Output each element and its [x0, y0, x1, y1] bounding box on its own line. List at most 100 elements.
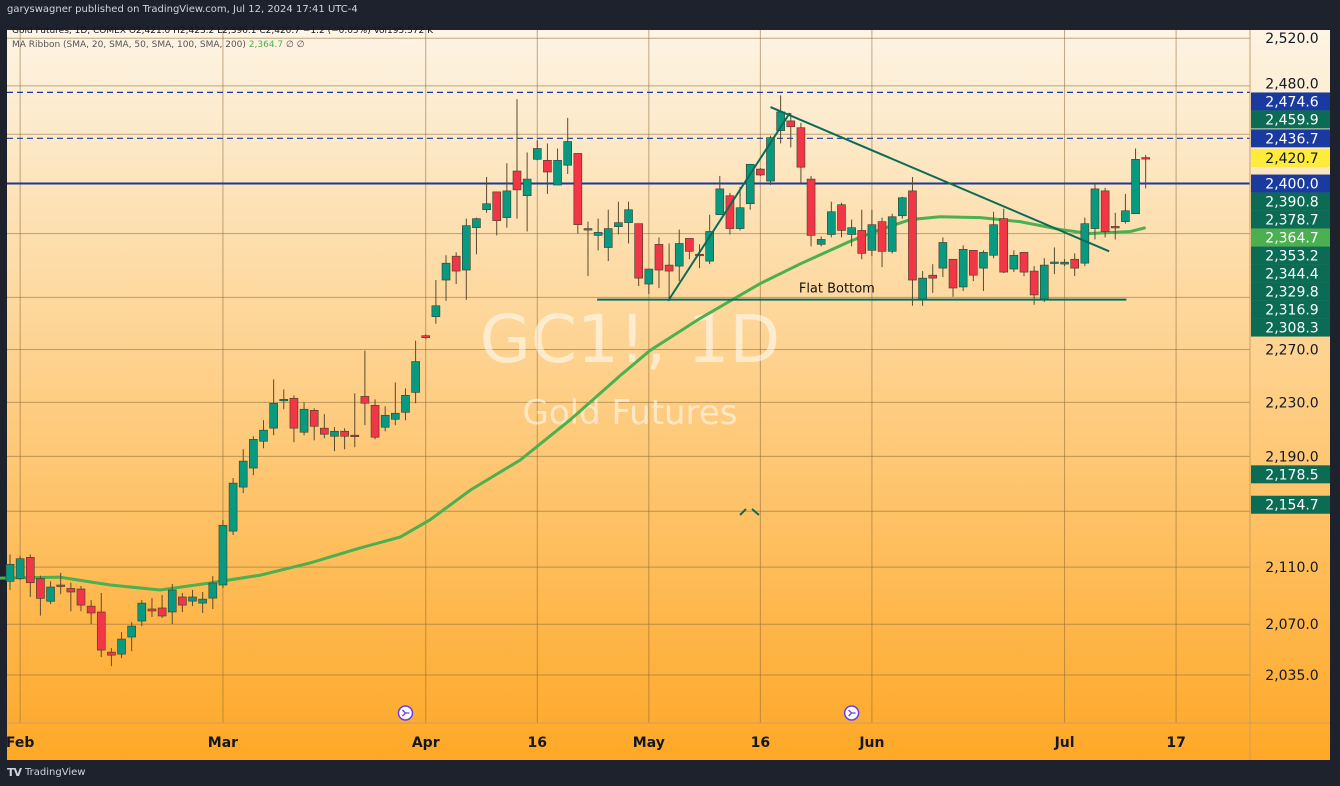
- trendline[interactable]: [770, 106, 1110, 253]
- candle-body: [127, 625, 136, 638]
- candle: [5, 554, 15, 590]
- candle: [431, 280, 441, 324]
- y-tick-label: 2,230.0: [1265, 395, 1318, 411]
- event-arrow: [402, 709, 410, 717]
- candle: [198, 591, 207, 613]
- candle: [178, 592, 187, 612]
- candle: [1050, 247, 1059, 275]
- candle-body: [36, 578, 45, 599]
- candle-body: [1121, 210, 1130, 222]
- candle: [1121, 193, 1130, 224]
- candle: [117, 632, 126, 659]
- candle-body: [968, 250, 978, 276]
- candle-body: [989, 224, 998, 256]
- candle-body: [877, 221, 887, 252]
- price-label-bg: [1251, 495, 1330, 514]
- candle-body: [908, 190, 917, 281]
- candle-body: [847, 227, 856, 235]
- candle: [502, 163, 512, 228]
- candle: [989, 211, 998, 259]
- x-tick-label: 16: [528, 735, 547, 751]
- y-tick-label: 2,035.0: [1265, 668, 1318, 684]
- candle-body: [715, 188, 725, 216]
- candle: [877, 217, 887, 268]
- candle: [1029, 266, 1039, 305]
- price-label-text: 2,353.2: [1265, 249, 1318, 265]
- candle-body: [705, 231, 714, 262]
- candle-body: [380, 414, 390, 428]
- candle-body: [948, 258, 958, 289]
- candle-body: [167, 589, 177, 613]
- watermark-symbol: GC1!, 1D: [480, 301, 780, 378]
- candle: [695, 244, 704, 269]
- trendline[interactable]: [667, 112, 791, 302]
- candle-body: [695, 253, 704, 257]
- candle: [188, 590, 197, 607]
- candle: [482, 176, 491, 213]
- candle-body: [411, 361, 420, 393]
- x-tick-label: 17: [1166, 735, 1185, 751]
- candle: [735, 186, 745, 231]
- candle-body: [249, 439, 258, 469]
- candle: [979, 250, 988, 291]
- candle: [999, 208, 1009, 274]
- candle-body: [391, 412, 400, 420]
- candle: [461, 218, 471, 300]
- price-label-bg: [1251, 318, 1330, 337]
- candle: [806, 175, 816, 247]
- candle: [1060, 258, 1069, 267]
- ma-ribbon-label[interactable]: MA Ribbon (SMA, 20, SMA, 50, SMA, 100, S…: [12, 40, 246, 50]
- price-label-text: 2,329.8: [1265, 285, 1318, 301]
- candle-body: [117, 638, 126, 655]
- ma-ribbon-value: 2,364.7: [248, 40, 284, 50]
- economic-event-icon[interactable]: [397, 705, 414, 721]
- candle-body: [553, 160, 562, 186]
- price-label-text: 2,154.7: [1265, 498, 1318, 514]
- candle: [289, 395, 299, 443]
- price-label-text: 2,390.8: [1265, 195, 1318, 211]
- candle: [745, 163, 755, 210]
- candle: [411, 340, 420, 404]
- candle-body: [1029, 270, 1039, 296]
- candle-body: [218, 524, 228, 586]
- candle-body: [238, 460, 248, 488]
- candle: [1009, 250, 1019, 273]
- candle: [96, 592, 106, 658]
- candle: [603, 209, 613, 262]
- candle-body: [86, 605, 96, 614]
- candle: [56, 572, 66, 595]
- annotation-flat-bottom[interactable]: Flat Bottom: [799, 281, 875, 296]
- price-label-text: 2,480.0: [1265, 76, 1318, 92]
- candle: [786, 113, 796, 148]
- y-tick-label: 2,070.0: [1265, 617, 1318, 633]
- candle: [228, 478, 238, 536]
- price-label-text: 2,308.3: [1265, 321, 1318, 337]
- candle-body: [147, 608, 157, 612]
- price-label-last: 2,420.7: [1251, 148, 1330, 167]
- candle-body: [685, 238, 694, 252]
- candle-body: [938, 242, 948, 269]
- economic-event-icon[interactable]: [843, 705, 860, 721]
- candle: [238, 449, 248, 494]
- price-label-text: 2,420.7: [1265, 151, 1318, 167]
- candle: [573, 153, 583, 234]
- candle: [157, 594, 167, 619]
- candle-body: [76, 588, 86, 606]
- candle: [958, 245, 968, 291]
- candle-body: [188, 596, 197, 602]
- x-tick-label: Jun: [858, 735, 884, 751]
- candle: [816, 236, 826, 247]
- footer-brand[interactable]: TradingView: [25, 767, 86, 778]
- candle: [360, 350, 370, 426]
- candle-body: [867, 224, 877, 251]
- candle: [1070, 253, 1079, 277]
- candle: [421, 334, 431, 339]
- candle: [147, 598, 157, 618]
- candle-body: [979, 252, 988, 269]
- candle: [1090, 184, 1100, 240]
- candle-body: [1070, 258, 1079, 269]
- candle-body: [756, 168, 765, 176]
- candle-body: [543, 160, 552, 173]
- candle-body: [583, 228, 593, 231]
